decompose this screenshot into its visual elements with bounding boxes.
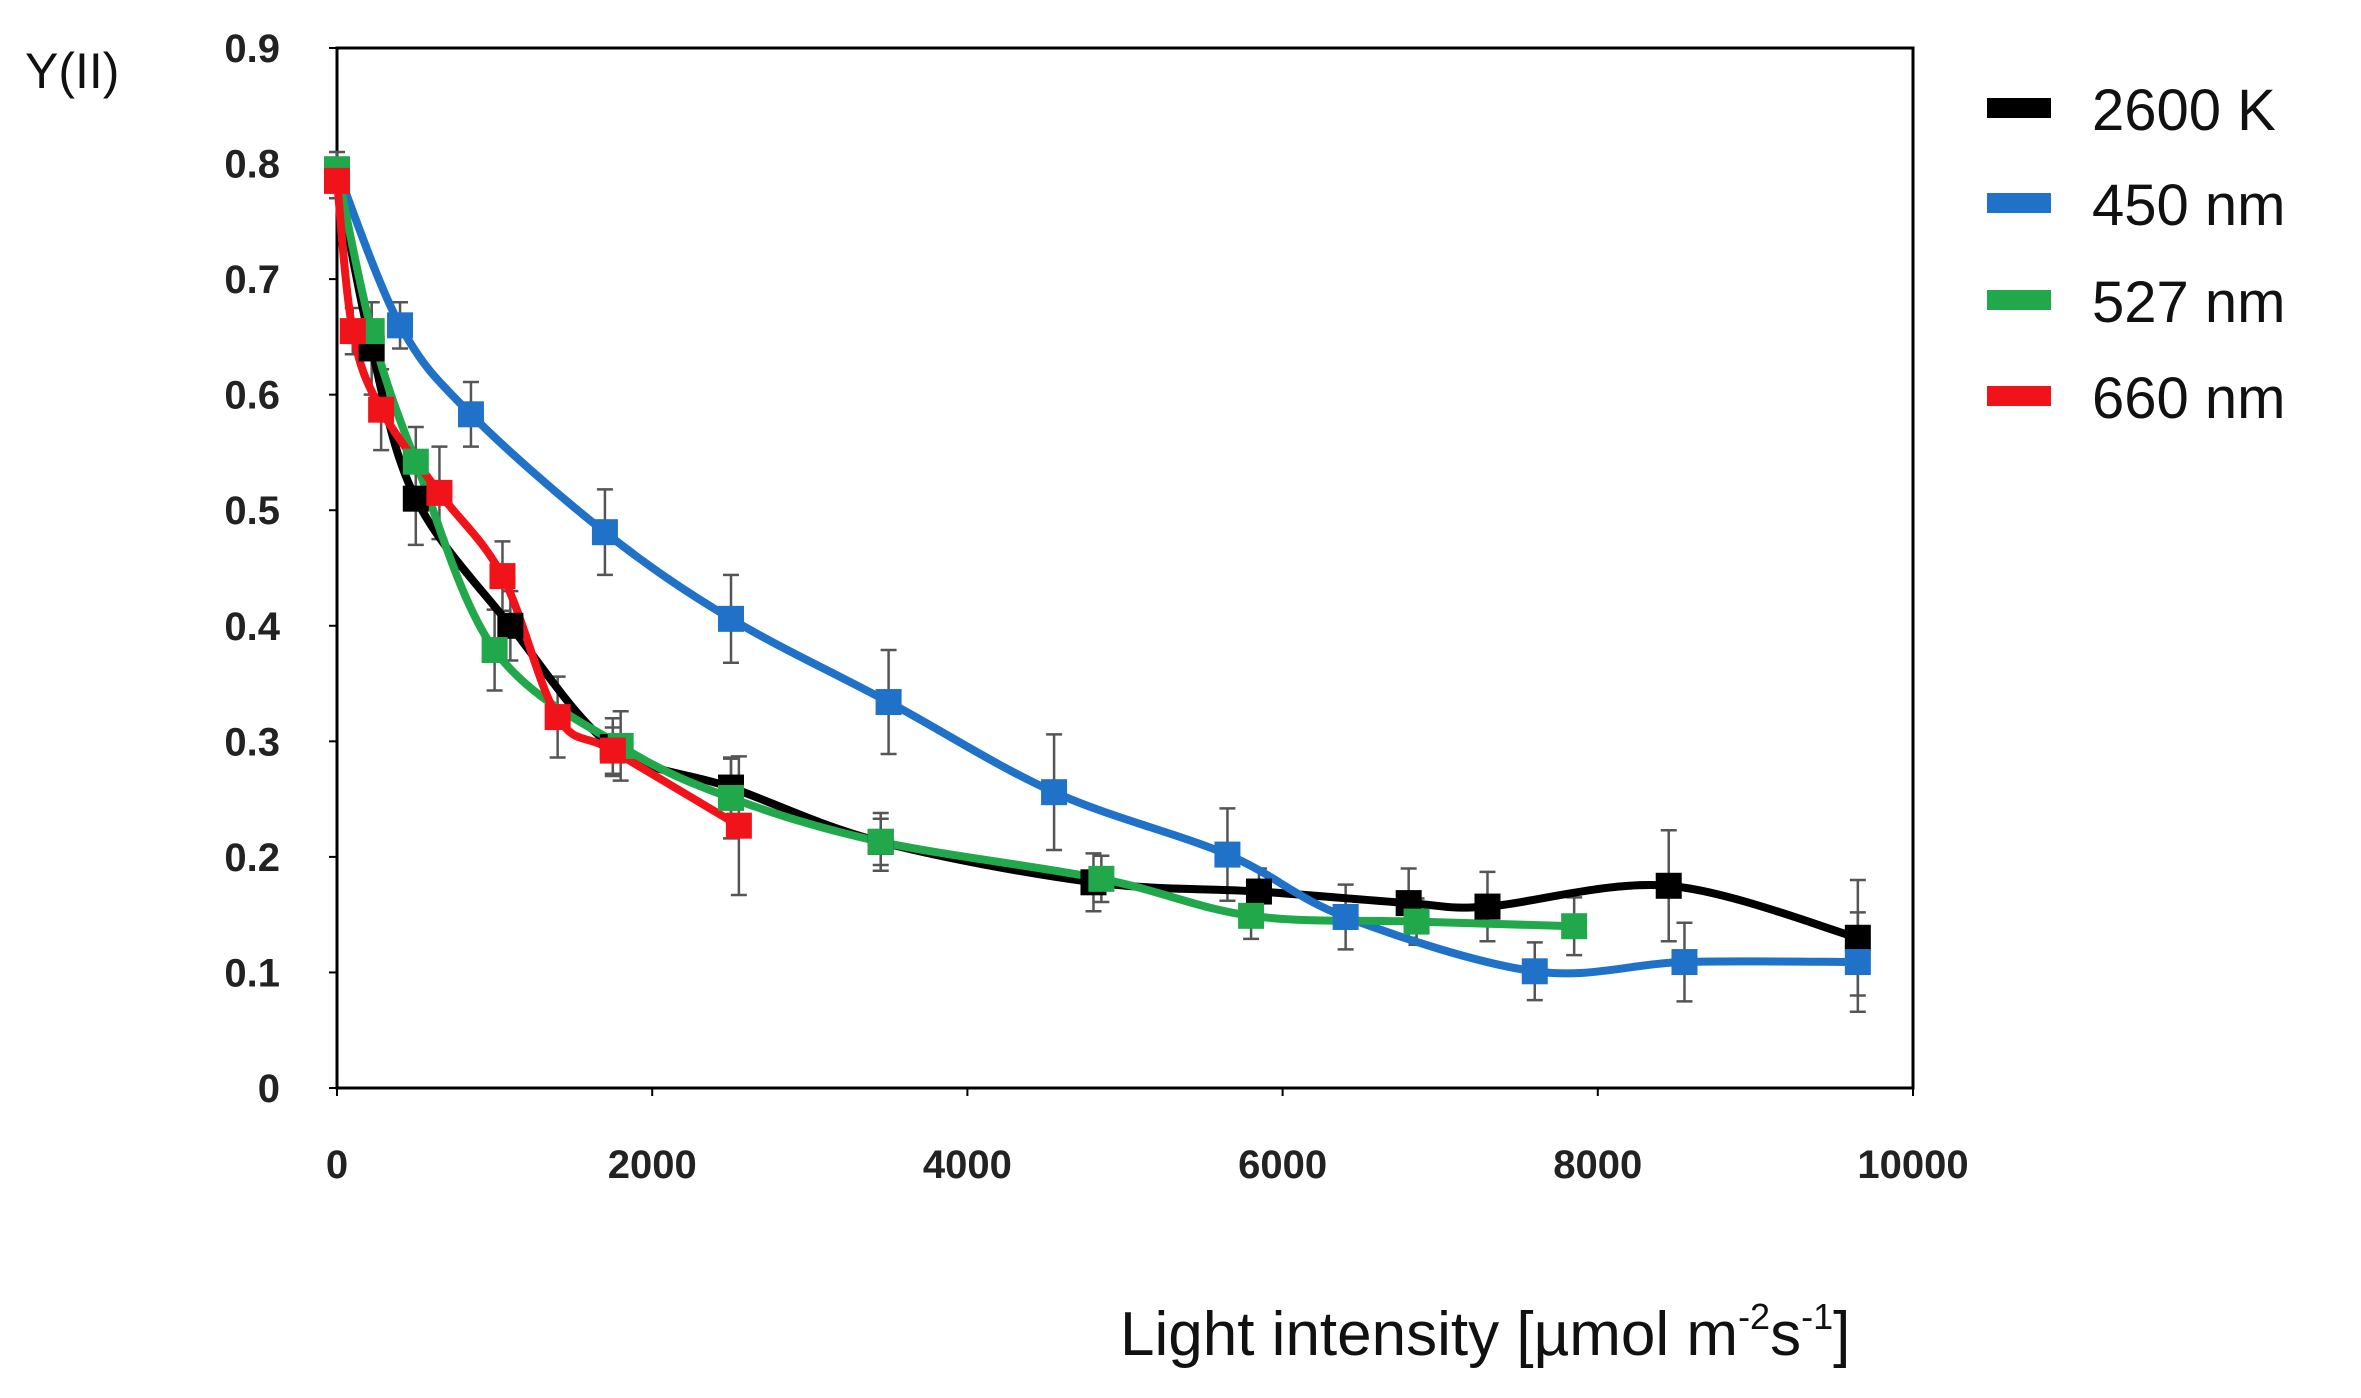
x-tick-label: 4000 [923, 1143, 1012, 1187]
data-point-660-nm [544, 704, 571, 731]
data-point-660-nm [368, 396, 395, 423]
y-axis-label: Y(II) [25, 43, 119, 99]
legend-label-450nm: 450 nm [2092, 173, 2285, 238]
y-axis-ticks: 0 0.1 0.2 0.3 0.4 0.5 0.6 0.7 0.8 0.9 [224, 27, 337, 1111]
legend-label-660nm: 660 nm [2092, 366, 2285, 431]
data-point-660-nm [426, 479, 453, 506]
y-tick-label: 0.2 [224, 836, 280, 880]
data-point-527-nm [481, 637, 508, 664]
data-point-527-nm [1088, 865, 1115, 892]
y-tick-label: 0 [258, 1067, 280, 1111]
x-tick-label: 2000 [608, 1143, 697, 1187]
data-point-527-nm [1403, 908, 1430, 935]
series-markers [324, 156, 1871, 985]
data-point-527-nm [402, 448, 429, 475]
data-point-660-nm [599, 737, 626, 764]
data-point-450-nm [457, 401, 484, 428]
x-axis-label: Light intensity [µmol m-2s-1] [1120, 1296, 1850, 1369]
x-axis-label-sup1: -2 [1738, 1296, 1770, 1337]
data-point-450-nm [591, 519, 618, 546]
data-point-450-nm [1671, 949, 1698, 976]
data-point-2600-k [497, 612, 524, 639]
data-point-660-nm [489, 563, 516, 590]
data-point-527-nm [1561, 913, 1588, 940]
x-tick-label: 8000 [1553, 1143, 1642, 1187]
data-point-450-nm [1521, 958, 1548, 985]
x-axis-label-end: ] [1833, 1300, 1850, 1369]
y-tick-label: 0.6 [224, 374, 280, 418]
y-tick-label: 0.8 [224, 143, 280, 187]
y-tick-label: 0.1 [224, 951, 280, 995]
x-tick-label: 6000 [1238, 1143, 1327, 1187]
legend-swatch-527nm [1987, 290, 2051, 310]
data-point-2600-k [1655, 872, 1682, 899]
data-point-527-nm [718, 784, 744, 811]
plot-area [335, 46, 1915, 1090]
y-tick-label: 0.9 [224, 27, 280, 71]
data-point-660-nm [324, 167, 350, 194]
y-tick-label: 0.7 [224, 258, 280, 302]
legend-swatch-660nm [1987, 386, 2051, 406]
y-tick-label: 0.4 [224, 605, 280, 649]
x-axis-ticks: 0 2000 4000 6000 8000 10000 [326, 1088, 1969, 1187]
legend-label-527nm: 527 nm [2092, 270, 2285, 335]
legend-label-2600k: 2600 K [2092, 78, 2276, 143]
x-tick-label: 0 [326, 1143, 348, 1187]
data-point-2600-k [402, 485, 429, 512]
data-point-2600-k [1474, 893, 1501, 920]
x-axis-label-mid: s [1770, 1300, 1801, 1369]
x-tick-label: 10000 [1857, 1143, 1968, 1187]
data-point-450-nm [1214, 841, 1241, 868]
data-point-450-nm [1332, 903, 1359, 930]
data-point-450-nm [387, 312, 414, 339]
data-point-2600-k [1245, 878, 1272, 905]
data-point-450-nm [875, 689, 902, 716]
legend-swatch-450nm [1987, 193, 2051, 213]
data-point-527-nm [867, 828, 894, 855]
legend-swatch-2600k [1987, 98, 2051, 118]
y-tick-label: 0.5 [224, 489, 280, 533]
data-point-660-nm [725, 812, 752, 839]
data-point-450-nm [1844, 949, 1871, 976]
data-point-2600-k [1844, 924, 1871, 951]
legend: 2600 K 450 nm 527 nm 660 nm [1987, 78, 2285, 431]
data-point-660-nm [339, 318, 366, 345]
data-point-527-nm [1238, 902, 1265, 929]
data-point-450-nm [1041, 779, 1068, 806]
data-point-450-nm [718, 605, 744, 632]
x-axis-label-main: Light intensity [µmol m [1120, 1300, 1738, 1369]
y-tick-label: 0.3 [224, 720, 280, 764]
x-axis-label-sup2: -1 [1801, 1296, 1833, 1337]
